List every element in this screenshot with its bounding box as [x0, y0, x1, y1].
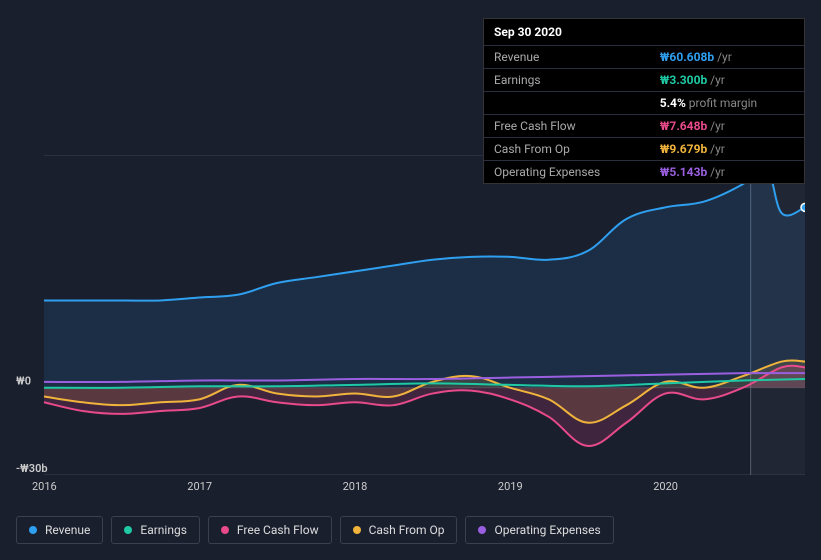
legend-item-cash-from-op[interactable]: Cash From Op: [340, 516, 458, 544]
x-axis-tick: 2018: [343, 480, 368, 493]
tooltip-date: Sep 30 2020: [484, 19, 804, 45]
legend-label: Revenue: [45, 523, 90, 537]
tooltip-value: ₩5.143b /yr: [650, 161, 804, 184]
tooltip-value: ₩60.608b /yr: [650, 46, 804, 69]
tooltip-label: [484, 92, 650, 115]
legend-item-revenue[interactable]: Revenue: [16, 516, 103, 544]
svg-text:₩0: ₩0: [16, 375, 31, 388]
x-axis-tick: 2016: [32, 480, 57, 493]
legend-label: Operating Expenses: [494, 523, 600, 537]
legend-item-earnings[interactable]: Earnings: [111, 516, 200, 544]
legend-label: Cash From Op: [369, 523, 445, 537]
x-axis-tick: 2020: [653, 480, 678, 493]
tooltip-label: Free Cash Flow: [484, 115, 650, 138]
tooltip-label: Cash From Op: [484, 138, 650, 161]
legend-dot-icon: [124, 526, 132, 534]
legend-label: Earnings: [140, 523, 187, 537]
legend-item-operating-expenses[interactable]: Operating Expenses: [465, 516, 613, 544]
legend-dot-icon: [29, 526, 37, 534]
legend-item-free-cash-flow[interactable]: Free Cash Flow: [208, 516, 332, 544]
svg-text:-₩30b: -₩30b: [16, 462, 48, 475]
x-axis-tick: 2019: [498, 480, 523, 493]
tooltip-value: ₩7.648b /yr: [650, 115, 804, 138]
legend-dot-icon: [478, 526, 486, 534]
tooltip-value: ₩9.679b /yr: [650, 138, 804, 161]
legend-dot-icon: [221, 526, 229, 534]
tooltip-label: Operating Expenses: [484, 161, 650, 184]
legend-label: Free Cash Flow: [237, 523, 319, 537]
dashboard-chart: Sep 30 2020 Revenue₩60.608b /yrEarnings₩…: [0, 0, 821, 560]
chart-legend: Revenue Earnings Free Cash Flow Cash From O…: [16, 516, 614, 544]
legend-dot-icon: [353, 526, 361, 534]
tooltip-table: Revenue₩60.608b /yrEarnings₩3.300b /yr5.…: [484, 45, 804, 183]
tooltip-label: Revenue: [484, 46, 650, 69]
chart-plot[interactable]: ₩80b₩0-₩30b: [16, 155, 805, 475]
chart-svg: ₩80b₩0-₩30b: [16, 155, 805, 475]
x-axis-tick: 2017: [187, 480, 212, 493]
tooltip-value: ₩3.300b /yr: [650, 69, 804, 92]
tooltip-label: Earnings: [484, 69, 650, 92]
data-tooltip: Sep 30 2020 Revenue₩60.608b /yrEarnings₩…: [483, 18, 805, 184]
tooltip-value: 5.4% profit margin: [650, 92, 804, 115]
